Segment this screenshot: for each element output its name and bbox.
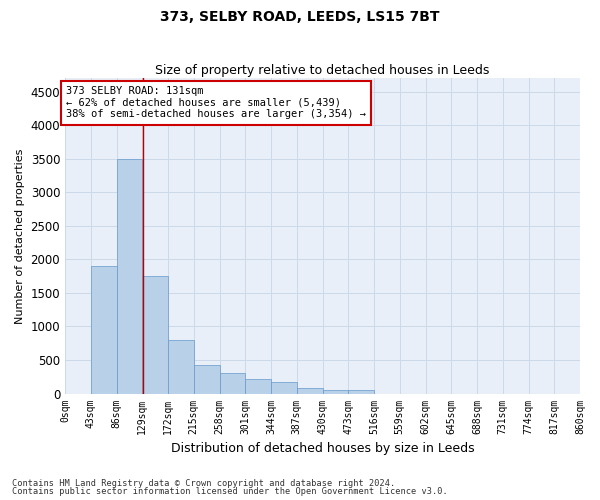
Text: 373 SELBY ROAD: 131sqm
← 62% of detached houses are smaller (5,439)
38% of semi-: 373 SELBY ROAD: 131sqm ← 62% of detached… [66, 86, 366, 120]
Bar [271, 382, 297, 394]
X-axis label: Distribution of detached houses by size in Leeds: Distribution of detached houses by size … [171, 442, 475, 455]
Bar [168, 340, 194, 394]
Y-axis label: Number of detached properties: Number of detached properties [15, 148, 25, 324]
Text: 373, SELBY ROAD, LEEDS, LS15 7BT: 373, SELBY ROAD, LEEDS, LS15 7BT [160, 10, 440, 24]
Bar [348, 390, 374, 394]
Bar [194, 364, 220, 394]
Title: Size of property relative to detached houses in Leeds: Size of property relative to detached ho… [155, 64, 490, 77]
Bar [245, 379, 271, 394]
Bar [323, 390, 348, 394]
Text: Contains public sector information licensed under the Open Government Licence v3: Contains public sector information licen… [12, 487, 448, 496]
Bar [116, 158, 142, 394]
Bar [91, 266, 116, 394]
Text: Contains HM Land Registry data © Crown copyright and database right 2024.: Contains HM Land Registry data © Crown c… [12, 478, 395, 488]
Bar [220, 374, 245, 394]
Bar [142, 276, 168, 394]
Bar [297, 388, 323, 394]
